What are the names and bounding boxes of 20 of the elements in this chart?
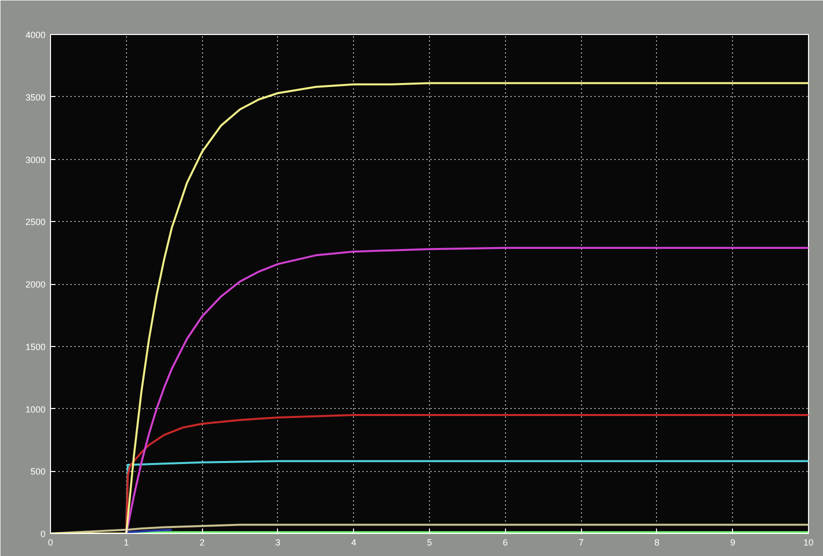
y-tick-label: 2000: [25, 280, 46, 290]
x-tick-label: 1: [124, 538, 129, 548]
x-tick-label: 5: [426, 538, 432, 548]
x-tick-label: 10: [803, 538, 814, 548]
y-tick-label: 1000: [25, 404, 46, 414]
y-tick-label: 2500: [25, 217, 46, 228]
y-tick-label: 3000: [25, 154, 46, 165]
x-tick-label: 6: [502, 538, 508, 548]
y-tick-label: 1500: [25, 342, 46, 352]
x-tick-label: 4: [351, 538, 356, 548]
x-tick-label: 3: [275, 538, 280, 548]
y-tick-label: 4000: [25, 30, 46, 40]
x-tick-label: 9: [730, 538, 736, 548]
x-tick-label: 7: [578, 538, 584, 548]
x-tick-label: 0: [48, 538, 54, 548]
x-tick-label: 2: [200, 538, 205, 548]
y-tick-label: 3500: [25, 92, 46, 102]
y-tick-label: 500: [30, 466, 46, 477]
x-tick-label: 8: [654, 538, 660, 548]
y-tick-label: 0: [40, 529, 46, 539]
